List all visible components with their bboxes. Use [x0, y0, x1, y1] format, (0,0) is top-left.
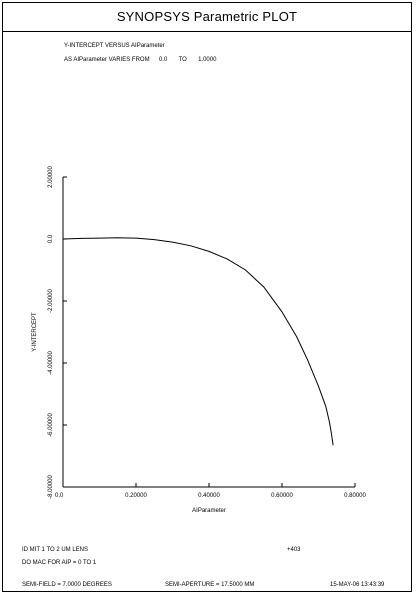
x-tick-label: 0.40000 — [198, 493, 220, 499]
footer-timestamp: 15-MAY-06 13:43:39 — [330, 582, 385, 588]
window-title: SYNOPSYS Parametric PLOT — [116, 9, 298, 24]
footer-lens-line: ID MIT 1 TO 2 UM LENS — [22, 547, 89, 553]
y-ticks: 2.00000 0.0 -2.00000 -4.00000 -6.00000 -8.000… — [48, 166, 67, 499]
range-from: 0.0 — [158, 57, 168, 63]
footer-mac-line: DO MAC FOR AIP = 0 TO 1 — [22, 560, 97, 566]
series-group — [62, 237, 334, 446]
subtitle-prefix: AS AIParameter VARIES FROM — [64, 57, 150, 63]
footer-semi-aperture: SEMI-APERTURE = 17.5000 MM — [165, 582, 255, 588]
subtitle-line-2: AS AIParameter VARIES FROM 0.0 TO 1.0000 — [64, 57, 216, 64]
y-axis-label: Y-INTERCEPT — [32, 312, 38, 352]
x-tick-label: 0.60000 — [271, 493, 293, 499]
axes — [62, 177, 355, 488]
x-tick-label: 0.0 — [55, 493, 64, 499]
plot-frame — [2, 2, 412, 592]
y-tick-label: -4.00000 — [48, 350, 54, 374]
footer-code: +403 — [287, 547, 301, 553]
x-axis-label: AIParameter — [192, 508, 226, 514]
footer-semi-field: SEMI-FIELD = 7.0000 DEGREES — [22, 582, 112, 588]
y-tick-label: 0.0 — [48, 234, 54, 243]
y-tick-label: -2.00000 — [48, 288, 54, 312]
x-tick-label: 0.20000 — [125, 493, 147, 499]
subtitle-line-1: Y-INTERCEPT VERSUS AIParameter — [64, 43, 165, 49]
y-tick-label: -8.00000 — [48, 474, 54, 498]
range-to-word: TO — [178, 57, 187, 63]
y-tick-label: 2.00000 — [48, 166, 54, 188]
x-ticks: 0.0 0.20000 0.40000 0.60000 0.80000 — [55, 483, 367, 499]
series-line-0 — [62, 237, 334, 446]
title-bar: SYNOPSYS Parametric PLOT — [2, 2, 412, 32]
y-tick-label: -6.00000 — [48, 412, 54, 436]
range-to: 1.0000 — [198, 57, 217, 63]
x-tick-label: 0.80000 — [344, 493, 366, 499]
